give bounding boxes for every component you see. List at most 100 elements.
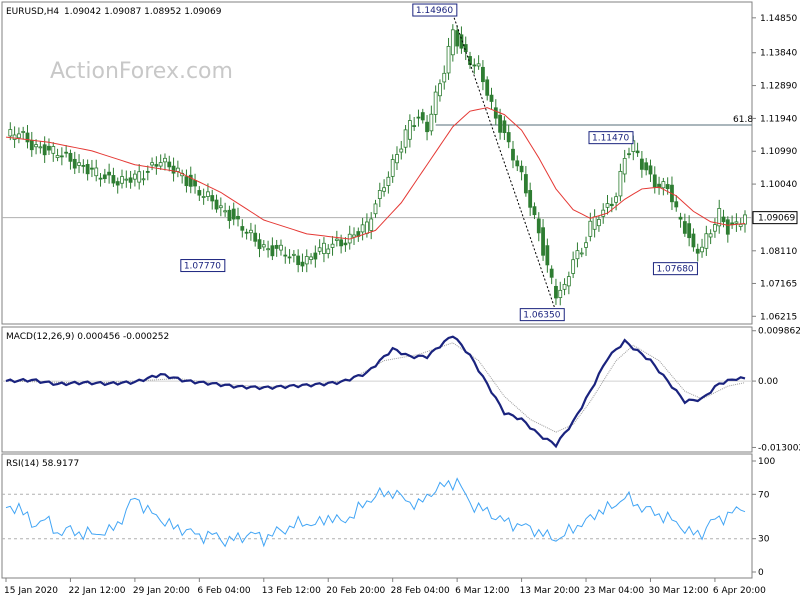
rsi-y-tick-label: 70 (758, 490, 770, 500)
candle-body (197, 190, 202, 196)
macd-layer: 0.009862 0.00 -0.013002 (2, 327, 800, 453)
x-tick-label: 13 Mar 20:00 (520, 586, 580, 596)
candle-body (661, 181, 666, 189)
macd-label: MACD(12,26,9) 0.000456 -0.000252 (6, 332, 169, 342)
candle-body (506, 132, 511, 143)
candle-body (743, 214, 747, 225)
candle-body (622, 158, 627, 175)
candle-body (158, 162, 163, 167)
candle-body (493, 107, 498, 119)
x-tick-label: 23 Mar 04:00 (584, 586, 644, 596)
candle-body (438, 83, 442, 97)
candle-body (644, 162, 649, 171)
candle-body (609, 203, 614, 207)
candle-body (90, 167, 94, 170)
candle-body (433, 91, 438, 115)
candle-body (257, 239, 262, 250)
x-tick-label: 29 Jan 20:00 (133, 586, 190, 596)
candle-body (326, 248, 331, 254)
candle-body (193, 180, 197, 187)
candle-body (167, 161, 172, 168)
x-tick-label: 30 Mar 12:00 (648, 586, 708, 596)
rsi-y-tick-label: 100 (758, 457, 775, 467)
candle-body (558, 289, 563, 298)
y-tick-label: 1.07165 (760, 279, 797, 289)
candle-body (309, 256, 313, 260)
candle-body (29, 139, 34, 151)
candle-body (450, 29, 455, 56)
candle-body (175, 167, 180, 172)
candle-body (369, 218, 374, 231)
candle-body (360, 224, 365, 233)
candle-body (532, 206, 537, 216)
candle-body (261, 244, 266, 248)
candle-body (717, 208, 722, 227)
candle-body (691, 233, 696, 248)
fib-618-label: 61.8 (733, 115, 753, 125)
candle-body (695, 248, 700, 254)
candle-body (102, 174, 107, 180)
candle-body (395, 154, 399, 164)
candle-body (154, 164, 159, 167)
candle-body (502, 120, 507, 134)
candle-body (687, 223, 692, 239)
candle-body (442, 72, 447, 83)
candle-body (601, 209, 606, 217)
candle-body (25, 132, 30, 143)
candle-body (429, 113, 434, 132)
candle-body (571, 259, 576, 274)
price-annotation-box (412, 3, 458, 17)
candle-body (541, 227, 545, 256)
candle-body (523, 174, 528, 194)
candle-body (721, 216, 726, 223)
y-tick-label: 1.10040 (760, 180, 797, 190)
candle-body (562, 283, 567, 290)
candle-body (476, 63, 481, 67)
candle-body (274, 244, 279, 249)
y-tick-label: 1.13840 (760, 49, 797, 59)
candle-body (420, 112, 425, 121)
candle-body (566, 276, 571, 287)
candle-body (210, 195, 215, 202)
candle-body (489, 94, 494, 102)
candle-body (485, 79, 490, 96)
y-tick-label: 1.11940 (760, 114, 797, 124)
candle-body (412, 125, 417, 127)
candle-body (322, 242, 326, 254)
candle-body (279, 244, 283, 251)
current-price-tag: 1.09069 (758, 214, 795, 224)
candle-body (72, 158, 77, 169)
main-price-layer: 1.14850 1.13840 1.12890 1.11940 1.10990 1.100… (2, 3, 798, 322)
macd-y-tick-label: -0.013002 (758, 443, 800, 453)
ohlc-readout: 1.09042 1.09087 1.08952 1.09069 (64, 7, 222, 17)
candle-body (296, 255, 301, 266)
candle-body (549, 268, 554, 278)
candle-body (188, 174, 193, 187)
candle-body (249, 229, 253, 234)
candle-body (218, 205, 223, 209)
price-annotation-box (588, 131, 634, 145)
candle-body (68, 152, 73, 162)
candle-body (597, 219, 601, 227)
candle-body (128, 177, 133, 183)
candle-body (446, 45, 451, 74)
macd-y-tick-label: 0.009862 (758, 327, 800, 337)
macd-line (5, 335, 746, 449)
candle-body (64, 151, 69, 154)
candle-body (240, 226, 245, 231)
candle-body (334, 238, 339, 241)
macd-panel-frame (1, 326, 753, 453)
candle-body (38, 146, 43, 149)
candle-body (605, 203, 610, 208)
candle-body (137, 171, 142, 183)
price-annotation: 1.07770 (184, 262, 221, 272)
candle-body (704, 233, 709, 249)
y-tick-label: 1.12890 (760, 82, 797, 92)
candle-body (236, 215, 240, 220)
candle-body (214, 199, 219, 210)
candle-body (635, 150, 640, 154)
candle-body (330, 243, 335, 248)
x-tick-label: 6 Mar 12:00 (455, 586, 510, 596)
candle-body (150, 162, 154, 166)
candle-body (618, 171, 623, 197)
